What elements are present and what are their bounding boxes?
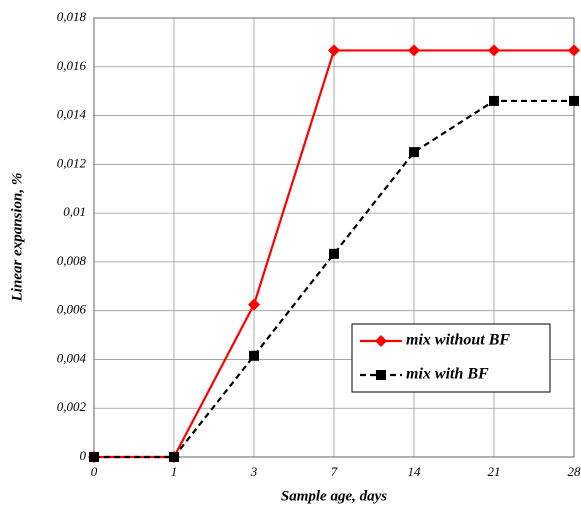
- y-tick-label: 0,012: [57, 155, 87, 170]
- marker: [568, 44, 580, 57]
- marker: [489, 95, 499, 106]
- y-tick-label: 0,004: [57, 350, 87, 365]
- y-tick-label: 0,01: [63, 204, 86, 219]
- legend-label: mix with BF: [406, 366, 489, 383]
- x-tick-label: 21: [488, 464, 501, 479]
- y-tick-label: 0,016: [57, 58, 87, 73]
- x-tick-label: 3: [250, 464, 258, 479]
- x-tick-label: 1: [171, 464, 178, 479]
- y-tick-label: 0,006: [57, 302, 87, 317]
- legend-box: [351, 323, 551, 393]
- x-tick-label: 14: [408, 464, 422, 479]
- marker: [248, 298, 260, 311]
- marker: [89, 452, 99, 462]
- x-tick-label: 7: [331, 464, 338, 479]
- marker: [409, 147, 419, 158]
- legend-label: mix without BF: [406, 332, 510, 349]
- marker: [329, 248, 339, 259]
- legend-marker: [376, 370, 386, 380]
- marker: [408, 44, 420, 57]
- x-axis-label: Sample age, days: [281, 488, 387, 504]
- marker: [488, 44, 500, 57]
- marker: [169, 452, 179, 462]
- y-axis-label: Linear expansion, %: [9, 173, 25, 303]
- plot-frame: [93, 17, 575, 458]
- marker: [328, 44, 340, 57]
- y-tick-label: 0,018: [57, 9, 87, 24]
- legend-marker: [375, 335, 387, 347]
- marker: [249, 350, 259, 361]
- legend: mix without BF mix with BF: [351, 323, 551, 393]
- y-tick-label: 0,008: [57, 253, 87, 268]
- x-tick-label: 28: [568, 464, 581, 479]
- y-tick-label: 0: [80, 448, 87, 463]
- y-tick-label: 0,014: [57, 107, 87, 122]
- y-tick-label: 0,002: [57, 399, 87, 414]
- x-tick-label: 0: [91, 464, 98, 479]
- marker: [569, 95, 579, 106]
